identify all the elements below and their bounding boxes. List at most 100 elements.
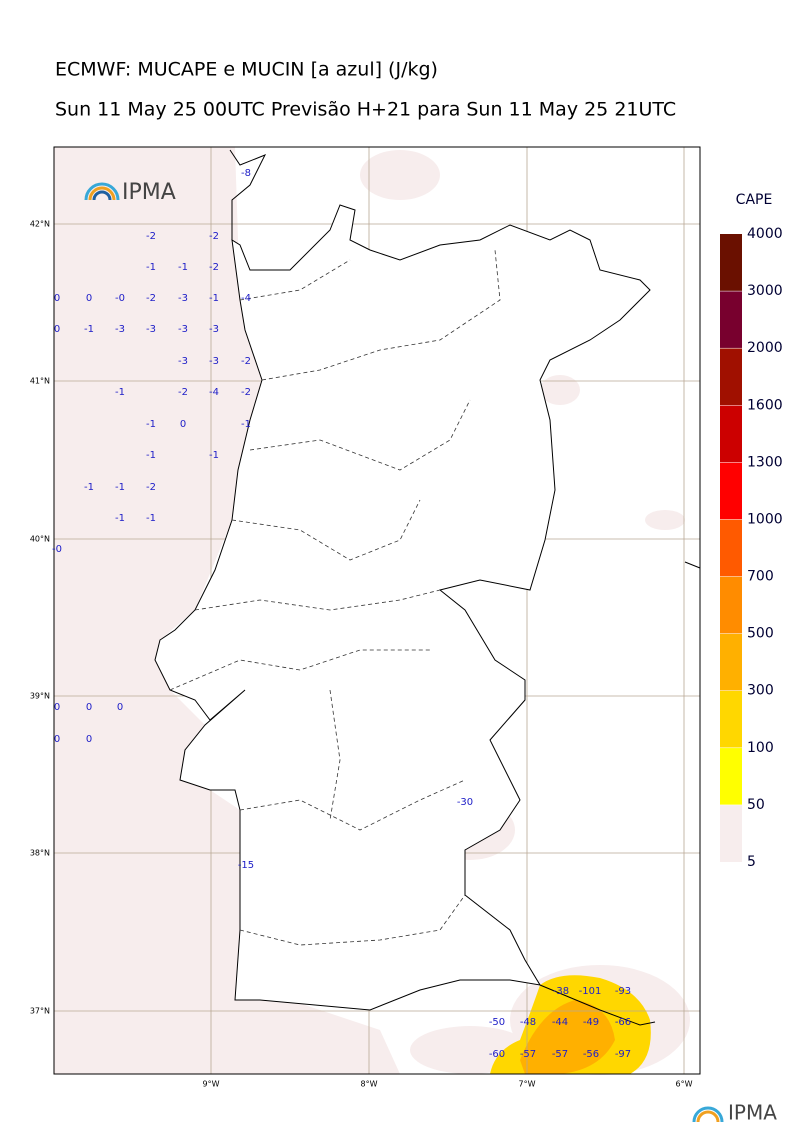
country-outline xyxy=(154,204,651,1011)
cin-label: 0 xyxy=(86,734,92,745)
colorbar-label: 700 xyxy=(747,569,774,585)
colorbar-bin xyxy=(720,348,742,406)
cape-orange xyxy=(520,1000,615,1074)
colorbar-bin xyxy=(720,291,742,349)
cin-label: -93 xyxy=(615,986,631,997)
colorbar-bin xyxy=(720,462,742,520)
cin-labels: -8 -2 -2 -1 -1 -2 0 0 -0 -2 -3 -1 -4 0 -1 -3 -3 -3 -3 -3 -3 -… xyxy=(52,168,631,1060)
map: -8 -2 -2 -1 -1 -2 0 0 -0 -2 -3 -1 -4 0 -1 -3 -3 -3 -3 -3 -3 -… xyxy=(30,146,701,1089)
cin-label: -2 xyxy=(209,231,219,242)
cin-label: 0 xyxy=(54,324,60,335)
colorbar-bin xyxy=(720,519,742,577)
cin-label: -1 xyxy=(146,450,156,461)
colorbar-label: 5 xyxy=(747,854,756,870)
cin-label: -1 xyxy=(115,513,125,524)
cin-label: -1 xyxy=(146,262,156,273)
colorbar-label: 1300 xyxy=(747,454,783,470)
cin-label: -1 xyxy=(209,450,219,461)
footer-logo: IPMA xyxy=(692,1101,777,1125)
axis-labels: 42°N 41°N 40°N 39°N 38°N 37°N 9°W 8°W 7°W 6°W xyxy=(30,220,693,1089)
lat-label: 41°N xyxy=(30,377,50,386)
cin-label: -15 xyxy=(238,860,254,871)
cin-label: -38 xyxy=(553,986,569,997)
cin-label: -3 xyxy=(178,356,188,367)
cin-label: -3 xyxy=(178,293,188,304)
lat-label: 39°N xyxy=(30,692,50,701)
lon-label: 9°W xyxy=(203,1080,220,1089)
cin-label: -50 xyxy=(489,1017,505,1028)
cin-label: -2 xyxy=(209,262,219,273)
colorbar-bin xyxy=(720,576,742,634)
district-borders xyxy=(169,249,501,946)
cin-label: -1 xyxy=(84,482,94,493)
title: ECMWF: MUCAPE e MUCIN [a azul] (J/kg) xyxy=(55,59,438,81)
lat-label: 37°N xyxy=(30,1007,50,1016)
footer-logo-text: IPMA xyxy=(728,1101,777,1125)
colorbar-bin xyxy=(720,234,742,292)
cin-label: -4 xyxy=(209,387,219,398)
cin-label: 0 xyxy=(54,734,60,745)
cin-label: 0 xyxy=(180,419,186,430)
cin-label: -2 xyxy=(241,387,251,398)
cin-label: -2 xyxy=(146,231,156,242)
cin-label: -1 xyxy=(146,513,156,524)
colorbar-label: 50 xyxy=(747,797,765,813)
map-frame xyxy=(53,146,701,1075)
logo-text: IPMA xyxy=(122,180,176,205)
lon-label: 6°W xyxy=(676,1080,693,1089)
logo: IPMA xyxy=(84,180,176,205)
cin-label: -30 xyxy=(457,797,473,808)
cin-label: 0 xyxy=(117,702,123,713)
subtitle: Sun 11 May 25 00UTC Previsão H+21 para S… xyxy=(55,99,676,121)
cin-label: -1 xyxy=(241,419,251,430)
cin-label: 0 xyxy=(54,702,60,713)
cin-label: -2 xyxy=(241,356,251,367)
cin-label: -1 xyxy=(115,387,125,398)
cin-label: -3 xyxy=(115,324,125,335)
cin-label: 0 xyxy=(86,293,92,304)
cin-label: -66 xyxy=(615,1017,631,1028)
cin-label: -3 xyxy=(146,324,156,335)
colorbar-bin xyxy=(720,804,742,862)
cin-label: 0 xyxy=(86,702,92,713)
lat-label: 40°N xyxy=(30,535,50,544)
cin-label: -48 xyxy=(520,1017,536,1028)
lat-label: 42°N xyxy=(30,220,50,229)
colorbar-bin xyxy=(720,690,742,748)
cin-label: -97 xyxy=(615,1049,631,1060)
cin-label: -4 xyxy=(241,293,251,304)
cin-label: -2 xyxy=(146,293,156,304)
colorbar-label: 300 xyxy=(747,683,774,699)
cin-label: -44 xyxy=(552,1017,568,1028)
lon-label: 8°W xyxy=(361,1080,378,1089)
cin-label: -1 xyxy=(84,324,94,335)
cin-label: -57 xyxy=(552,1049,568,1060)
cin-label: 0 xyxy=(54,293,60,304)
colorbar-label: 4000 xyxy=(747,226,783,242)
cin-label: -1 xyxy=(146,419,156,430)
lat-label: 38°N xyxy=(30,849,50,858)
cin-label: -101 xyxy=(579,986,602,997)
cin-label: -49 xyxy=(583,1017,599,1028)
cin-label: -8 xyxy=(241,168,251,179)
cin-label: -3 xyxy=(178,324,188,335)
colorbar: 5 50 100 300 500 700 1000 1300 1600 2000 3000 4000 xyxy=(720,226,783,870)
colorbar-label: 100 xyxy=(747,740,774,756)
cin-label: -3 xyxy=(209,324,219,335)
colorbar-title: CAPE xyxy=(736,192,773,208)
cin-label: -56 xyxy=(583,1049,599,1060)
cin-label: -1 xyxy=(209,293,219,304)
cin-label: -3 xyxy=(209,356,219,367)
cin-label: -1 xyxy=(178,262,188,273)
lon-label: 7°W xyxy=(519,1080,536,1089)
colorbar-label: 1600 xyxy=(747,397,783,413)
cin-label: -2 xyxy=(146,482,156,493)
colorbar-label: 1000 xyxy=(747,511,783,527)
cin-label: -57 xyxy=(520,1049,536,1060)
colorbar-label: 2000 xyxy=(747,340,783,356)
colorbar-label: 500 xyxy=(747,626,774,642)
colorbar-bin xyxy=(720,405,742,463)
colorbar-bin xyxy=(720,633,742,691)
cin-label: -0 xyxy=(52,544,62,555)
